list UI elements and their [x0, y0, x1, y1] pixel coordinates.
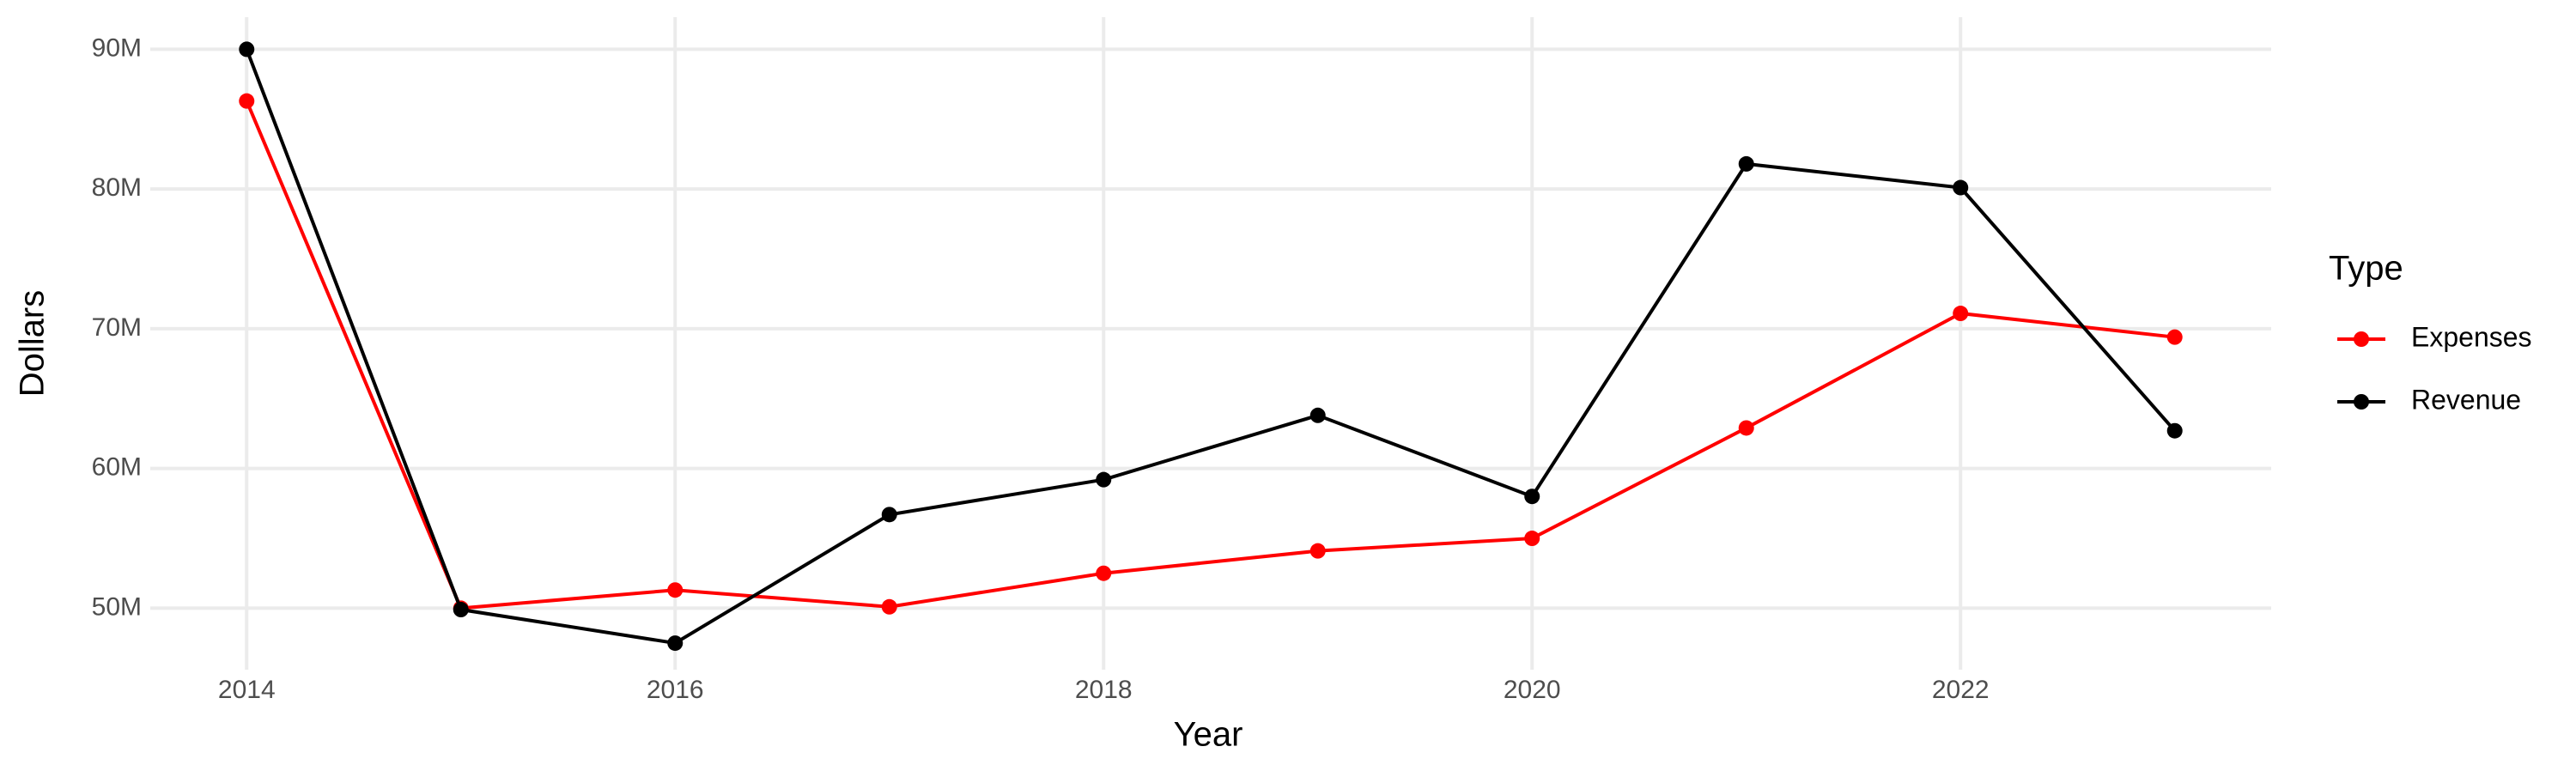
- data-point: [667, 635, 683, 652]
- series-line: [245, 48, 2177, 646]
- x-tick-label: 2022: [1932, 676, 1990, 704]
- data-point: [1953, 179, 1969, 196]
- data-point: [667, 582, 683, 598]
- data-point: [1524, 489, 1540, 505]
- y-tick-label: 90M: [92, 33, 142, 62]
- y-tick-label: 70M: [92, 313, 142, 342]
- x-tick-label: 2020: [1504, 676, 1561, 704]
- data-point: [1096, 565, 1112, 581]
- data-point: [881, 507, 897, 523]
- data-point: [1309, 407, 1326, 423]
- series-line: [245, 100, 2175, 610]
- legend-title: Type: [2329, 250, 2403, 288]
- data-point: [1096, 471, 1112, 488]
- data-point: [1738, 155, 1754, 172]
- x-tick-label: 2014: [218, 676, 276, 704]
- data-point: [2166, 422, 2183, 439]
- data-point: [1524, 531, 1540, 547]
- x-axis-label: Year: [1174, 716, 1243, 754]
- data-point: [1738, 420, 1754, 436]
- data-point: [239, 41, 255, 58]
- y-tick-label: 80M: [92, 173, 142, 202]
- x-tick-label: 2018: [1075, 676, 1133, 704]
- data-point: [453, 602, 469, 618]
- y-tick-label: 50M: [92, 592, 142, 621]
- legend-marker: [2354, 331, 2369, 347]
- legend-label: Revenue: [2411, 384, 2521, 415]
- x-tick-label: 2016: [647, 676, 704, 704]
- legend-label: Expenses: [2411, 321, 2532, 352]
- data-point: [239, 93, 255, 109]
- data-point: [1309, 543, 1326, 559]
- data-point: [881, 598, 897, 615]
- data-point: [2166, 329, 2183, 345]
- y-tick-label: 60M: [92, 453, 142, 482]
- data-point: [1953, 306, 1969, 322]
- y-axis-label: Dollars: [14, 290, 52, 397]
- legend-marker: [2354, 394, 2369, 410]
